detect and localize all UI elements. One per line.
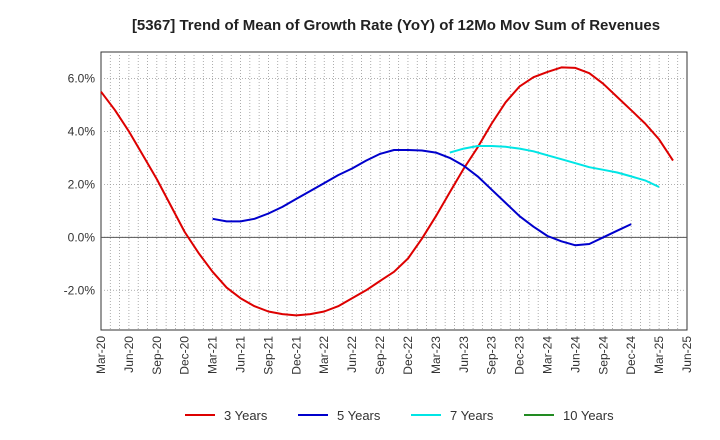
y-tick-label: 2.0%	[68, 177, 96, 191]
x-tick-label: Sep-21	[261, 336, 275, 375]
series-line-7-years	[449, 145, 660, 188]
x-tick-label: Jun-22	[345, 336, 359, 373]
legend: 3 Years 5 Years 7 Years 10 Years	[185, 408, 614, 423]
x-tick-label: Jun-23	[457, 336, 471, 373]
x-tick-label: Sep-24	[596, 336, 610, 375]
y-tick-label: 4.0%	[68, 124, 96, 138]
series-line-5-years	[212, 149, 632, 247]
x-tick-label: Dec-24	[624, 336, 638, 375]
x-tick-label: Sep-23	[485, 336, 499, 375]
plot-frame	[100, 51, 688, 331]
x-tick-label: Jun-20	[122, 336, 136, 373]
x-tick-label: Mar-25	[652, 336, 666, 374]
x-tick-label: Mar-24	[540, 336, 554, 374]
chart-title: [5367] Trend of Mean of Growth Rate (YoY…	[132, 17, 660, 34]
x-tick-label: Mar-23	[429, 336, 443, 374]
x-tick-label: Mar-20	[94, 336, 108, 374]
y-tick-label: -2.0%	[64, 283, 96, 297]
y-tick-label: 0.0%	[68, 230, 96, 244]
legend-label: 5 Years	[337, 408, 381, 423]
series-line-3-years	[100, 66, 674, 317]
legend-label: 3 Years	[224, 408, 268, 423]
y-tick-label: 6.0%	[68, 71, 96, 85]
x-tick-label: Jun-25	[680, 336, 694, 373]
plot-area: -2.0% 0.0% 2.0% 4.0% 6.0% Mar-20 Jun-20 Sep-20 D…	[64, 51, 694, 375]
x-tick-label: Dec-23	[513, 336, 527, 375]
x-tick-label: Dec-21	[289, 336, 303, 375]
x-tick-label: Mar-21	[206, 336, 220, 374]
x-tick-label: Sep-22	[373, 336, 387, 375]
x-tick-label: Dec-22	[401, 336, 415, 375]
legend-label: 10 Years	[563, 408, 614, 423]
x-tick-label: Jun-24	[568, 336, 582, 373]
x-tick-label: Sep-20	[150, 336, 164, 375]
x-tick-label: Dec-20	[178, 336, 192, 375]
x-tick-label: Jun-21	[234, 336, 248, 373]
legend-label: 7 Years	[450, 408, 494, 423]
x-tick-label: Mar-22	[317, 336, 331, 374]
